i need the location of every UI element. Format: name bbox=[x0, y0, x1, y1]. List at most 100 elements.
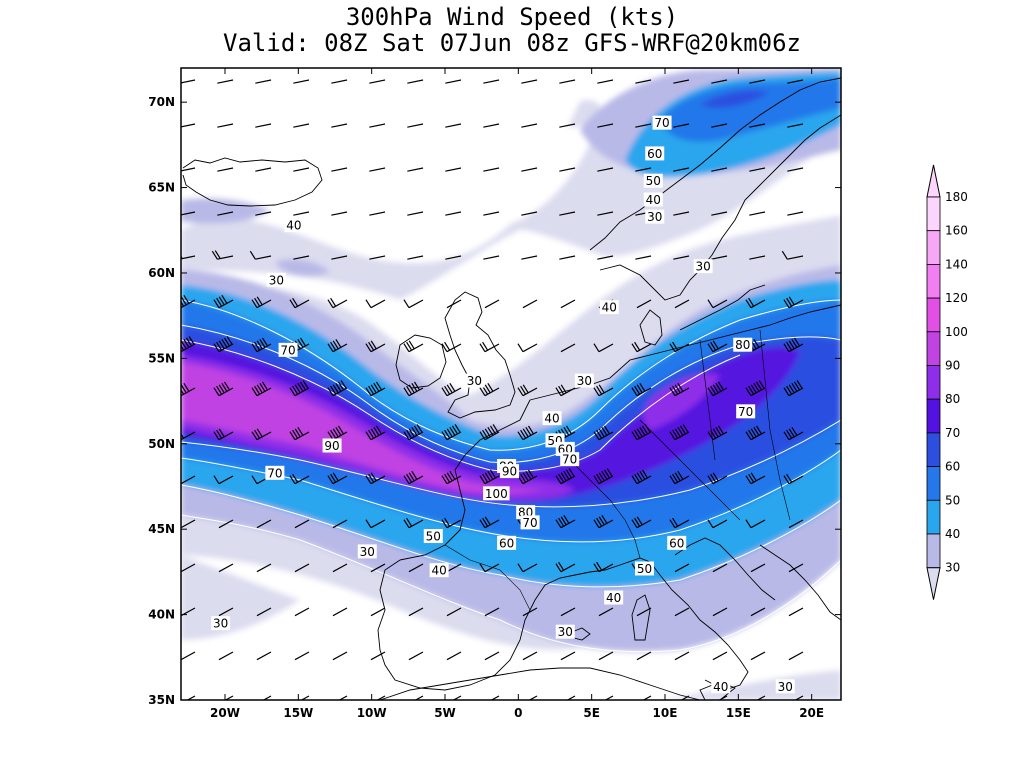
lon-tick-label: 5W bbox=[434, 706, 456, 720]
wind-barb bbox=[294, 519, 310, 529]
wind-barb bbox=[750, 651, 766, 661]
contour-label-bg bbox=[711, 679, 731, 694]
wind-barb bbox=[403, 424, 424, 441]
colorbar-label: 60 bbox=[945, 460, 960, 474]
wind-barb bbox=[517, 384, 538, 397]
wind-barb bbox=[446, 563, 462, 573]
wind-barb bbox=[559, 211, 576, 216]
lon-tick-label: 15W bbox=[283, 706, 313, 720]
wind-barb bbox=[218, 651, 234, 661]
wind-barb bbox=[407, 167, 424, 172]
wind-barb bbox=[745, 472, 766, 485]
contour-label: 40 bbox=[606, 591, 621, 605]
wind-barb bbox=[255, 79, 272, 84]
wind-barb bbox=[631, 516, 652, 529]
colorbar-swatch bbox=[926, 297, 941, 333]
wind-barb bbox=[783, 337, 804, 353]
wind-barb bbox=[331, 211, 348, 216]
wind-barb bbox=[407, 79, 424, 84]
wind-barb bbox=[217, 79, 234, 84]
wind-barb bbox=[365, 472, 386, 485]
wind-barb bbox=[788, 563, 804, 573]
contour-label: 60 bbox=[499, 536, 514, 550]
contour-label-bg bbox=[693, 259, 713, 274]
wind-barb bbox=[289, 427, 310, 441]
colorbar-swatch bbox=[926, 331, 941, 366]
wind-barb bbox=[445, 79, 462, 84]
wind-barb bbox=[788, 607, 804, 617]
wind-barb bbox=[483, 79, 500, 84]
wind-barb bbox=[521, 167, 538, 172]
wind-barb bbox=[597, 211, 614, 216]
wind-barb bbox=[403, 381, 424, 397]
wind-barb bbox=[293, 167, 310, 172]
wind-barb bbox=[636, 607, 652, 617]
wind-barb bbox=[403, 299, 424, 309]
wind-barb bbox=[521, 79, 538, 84]
colorbar-swatch bbox=[926, 432, 941, 467]
wind-barb bbox=[597, 255, 614, 260]
lat-tick-label: 70N bbox=[148, 95, 175, 109]
contour-label: 50 bbox=[426, 530, 441, 544]
wind-barb bbox=[181, 211, 196, 216]
wind-barb bbox=[181, 295, 196, 309]
wind-barb bbox=[327, 472, 348, 485]
contour-label-bg bbox=[423, 529, 443, 544]
wind-barb bbox=[788, 651, 804, 661]
contour-label-bg bbox=[322, 438, 342, 453]
wind-barb bbox=[213, 295, 234, 309]
wind-barb bbox=[441, 471, 462, 485]
wind-barb bbox=[559, 123, 576, 128]
wind-barb bbox=[483, 123, 500, 128]
wind-barb bbox=[369, 123, 386, 128]
wind-barb bbox=[669, 341, 690, 353]
wind-barb bbox=[673, 123, 690, 128]
colorbar-swatch bbox=[926, 196, 941, 232]
contour-label: 30 bbox=[778, 680, 793, 694]
lon-tick-label: 10W bbox=[357, 706, 387, 720]
wind-barb bbox=[593, 384, 614, 397]
lat-tick-label: 40N bbox=[148, 608, 175, 622]
wind-barb bbox=[407, 211, 424, 216]
contour-label: 40 bbox=[713, 680, 728, 694]
wind-barb bbox=[783, 473, 804, 485]
wind-barb bbox=[327, 380, 348, 397]
contour-label: 80 bbox=[735, 338, 750, 352]
wind-barb bbox=[249, 250, 272, 260]
wind-barb bbox=[707, 472, 728, 485]
wind-barb bbox=[256, 563, 272, 573]
wind-barb bbox=[331, 255, 348, 260]
wind-barb bbox=[631, 383, 652, 397]
wind-barb bbox=[707, 381, 728, 397]
contour-label: 30 bbox=[360, 545, 375, 559]
wind-barb bbox=[255, 167, 272, 172]
wind-barb bbox=[332, 519, 348, 529]
wind-barb bbox=[674, 607, 690, 617]
wind-barb bbox=[521, 255, 538, 260]
wind-barb bbox=[251, 428, 272, 441]
wind-barb bbox=[327, 339, 348, 353]
wind-barb bbox=[256, 519, 272, 529]
wind-barb bbox=[293, 255, 310, 260]
wind-barb bbox=[745, 519, 766, 529]
wind-barb bbox=[635, 255, 652, 260]
contour-label-bg bbox=[634, 561, 654, 576]
wind-barb bbox=[441, 341, 462, 353]
colorbar-bottom-arrow bbox=[926, 567, 941, 600]
wind-barb bbox=[711, 211, 728, 216]
latitude-axis: 70N 65N 60N 55N 50N 45N 40N 35N bbox=[148, 95, 841, 707]
wind-barb bbox=[217, 123, 234, 128]
wind-barb bbox=[441, 383, 462, 397]
wind-barb bbox=[217, 211, 234, 216]
wind-barb bbox=[403, 340, 424, 353]
wind-barb bbox=[403, 471, 424, 485]
contour-label: 30 bbox=[647, 210, 662, 224]
wind-barb bbox=[749, 211, 766, 216]
contour-label-bg bbox=[574, 373, 594, 388]
wind-barb bbox=[750, 563, 766, 573]
wind-barb bbox=[674, 651, 690, 661]
wind-barb bbox=[408, 651, 424, 661]
lat-tick-label: 65N bbox=[148, 181, 175, 195]
contour-label-bg bbox=[500, 464, 520, 479]
wind-barb bbox=[365, 425, 386, 441]
